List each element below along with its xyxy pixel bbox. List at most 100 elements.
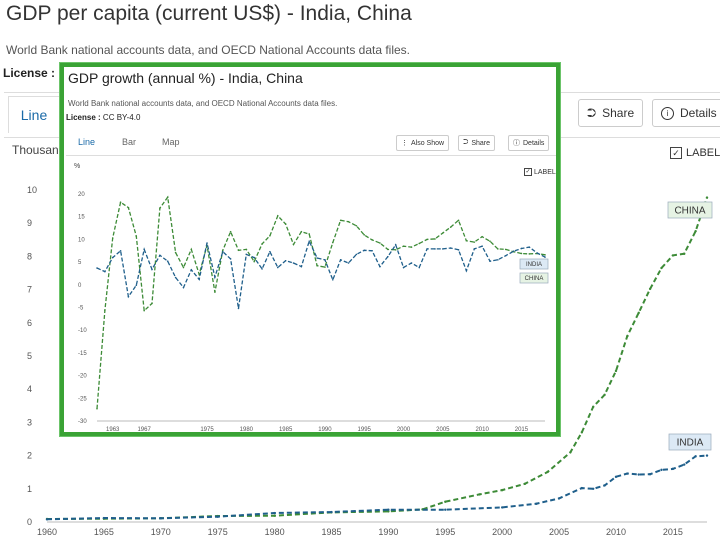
data-point-india bbox=[96, 267, 98, 269]
data-point-china bbox=[637, 311, 640, 315]
data-point-india bbox=[614, 475, 618, 479]
data-point-india bbox=[159, 517, 162, 520]
data-point-india bbox=[535, 502, 538, 505]
units-label: Thousand bbox=[12, 143, 66, 157]
inset-units-label: % bbox=[74, 163, 81, 170]
data-point-india bbox=[465, 269, 468, 272]
y-tick-label: 7 bbox=[27, 285, 32, 295]
data-point-india bbox=[198, 278, 200, 281]
data-point-india bbox=[216, 515, 219, 518]
tab-line[interactable]: Line bbox=[8, 96, 60, 133]
y-tick-label: 2 bbox=[27, 451, 32, 461]
data-point-china bbox=[434, 238, 436, 240]
x-tick-label: 2010 bbox=[475, 427, 489, 432]
details-label: Details bbox=[680, 106, 717, 120]
series-line-india bbox=[96, 239, 546, 309]
inset-tab-map[interactable]: Map bbox=[162, 137, 180, 147]
data-point-china bbox=[660, 266, 663, 270]
x-tick-label: 1995 bbox=[435, 527, 455, 537]
inset-label-checkbox[interactable]: ✓ bbox=[524, 168, 532, 176]
series-label-box-india bbox=[519, 258, 549, 270]
data-point-china bbox=[426, 238, 428, 241]
data-point-china bbox=[626, 334, 629, 338]
inset-tab-bar-chart[interactable]: Bar bbox=[122, 137, 137, 147]
data-point-china bbox=[273, 514, 276, 517]
details-button[interactable]: i Details bbox=[652, 99, 720, 127]
data-point-china bbox=[339, 219, 342, 222]
data-point-india bbox=[127, 295, 130, 298]
data-point-india bbox=[284, 259, 287, 262]
inset-share-button[interactable]: ⮊ Share bbox=[458, 135, 496, 151]
data-point-india bbox=[111, 256, 114, 259]
data-point-india bbox=[355, 253, 358, 256]
inset-label-toggle[interactable]: ✓ LABEL bbox=[524, 168, 556, 176]
data-point-india bbox=[182, 286, 185, 289]
y-tick-label: 20 bbox=[78, 192, 85, 198]
data-point-china bbox=[402, 245, 405, 248]
inset-tab-line[interactable]: Line bbox=[78, 137, 96, 147]
data-point-india bbox=[387, 508, 390, 511]
y-tick-label: -15 bbox=[78, 351, 87, 357]
inset-also-show-button[interactable]: ⋮ Also Show bbox=[396, 135, 450, 151]
data-point-china bbox=[683, 252, 686, 255]
license-label: License : bbox=[3, 66, 56, 80]
data-point-india bbox=[363, 249, 366, 252]
data-point-india bbox=[221, 250, 224, 253]
y-tick-label: 15 bbox=[78, 215, 85, 221]
data-point-india bbox=[671, 467, 675, 471]
data-point-india bbox=[151, 268, 153, 271]
data-point-india bbox=[660, 468, 663, 472]
data-point-china bbox=[544, 254, 546, 256]
x-tick-label: 1985 bbox=[321, 527, 341, 537]
data-point-india bbox=[206, 242, 208, 244]
data-point-china bbox=[705, 196, 709, 199]
data-point-india bbox=[705, 454, 709, 457]
data-point-india bbox=[512, 250, 515, 253]
data-point-india bbox=[308, 240, 311, 243]
data-point-china bbox=[481, 235, 483, 238]
y-tick-label: 3 bbox=[27, 417, 32, 427]
x-tick-label: 1975 bbox=[200, 427, 214, 432]
data-point-india bbox=[166, 260, 169, 262]
data-point-china bbox=[478, 493, 481, 496]
data-point-china bbox=[614, 369, 618, 373]
data-point-china bbox=[214, 291, 216, 293]
data-point-china bbox=[497, 248, 499, 250]
y-tick-label: 9 bbox=[27, 218, 32, 228]
share-button[interactable]: ⮊ Share bbox=[578, 99, 644, 127]
y-tick-label: -20 bbox=[78, 374, 87, 380]
data-point-china bbox=[410, 246, 413, 248]
series-label-box-india bbox=[668, 433, 712, 451]
label-toggle[interactable]: ✓ LABEL bbox=[670, 147, 720, 159]
data-point-china bbox=[489, 240, 491, 243]
inset-license-value[interactable]: CC BY-4.0 bbox=[102, 113, 141, 122]
inset-details-label: Details bbox=[523, 139, 545, 147]
data-point-china bbox=[394, 249, 397, 251]
label-checkbox[interactable]: ✓ bbox=[670, 147, 682, 159]
data-point-india bbox=[214, 276, 216, 278]
x-tick-label: 1970 bbox=[151, 527, 171, 537]
data-point-india bbox=[190, 269, 193, 271]
data-point-china bbox=[363, 234, 366, 236]
data-point-china bbox=[151, 302, 153, 305]
data-point-china bbox=[418, 242, 421, 245]
data-point-india bbox=[316, 257, 318, 259]
data-point-china bbox=[316, 264, 318, 267]
inset-source-note: World Bank national accounts data, and O… bbox=[68, 99, 338, 108]
data-point-india bbox=[637, 473, 640, 476]
series-label-china: CHINA bbox=[674, 205, 705, 216]
data-point-china bbox=[253, 260, 255, 263]
data-point-china bbox=[347, 220, 350, 223]
y-tick-label: 0 bbox=[78, 283, 82, 289]
x-tick-label: 1990 bbox=[378, 527, 398, 537]
y-tick-label: -5 bbox=[78, 306, 84, 312]
data-point-china bbox=[190, 248, 193, 251]
data-point-india bbox=[626, 472, 629, 475]
series-line-china bbox=[96, 195, 546, 409]
inset-details-button[interactable]: ⓘ Details bbox=[508, 135, 550, 151]
data-point-india bbox=[245, 253, 248, 256]
data-point-china bbox=[444, 500, 447, 503]
data-point-china bbox=[174, 251, 177, 254]
data-point-china bbox=[331, 241, 334, 244]
data-point-india bbox=[253, 256, 255, 259]
